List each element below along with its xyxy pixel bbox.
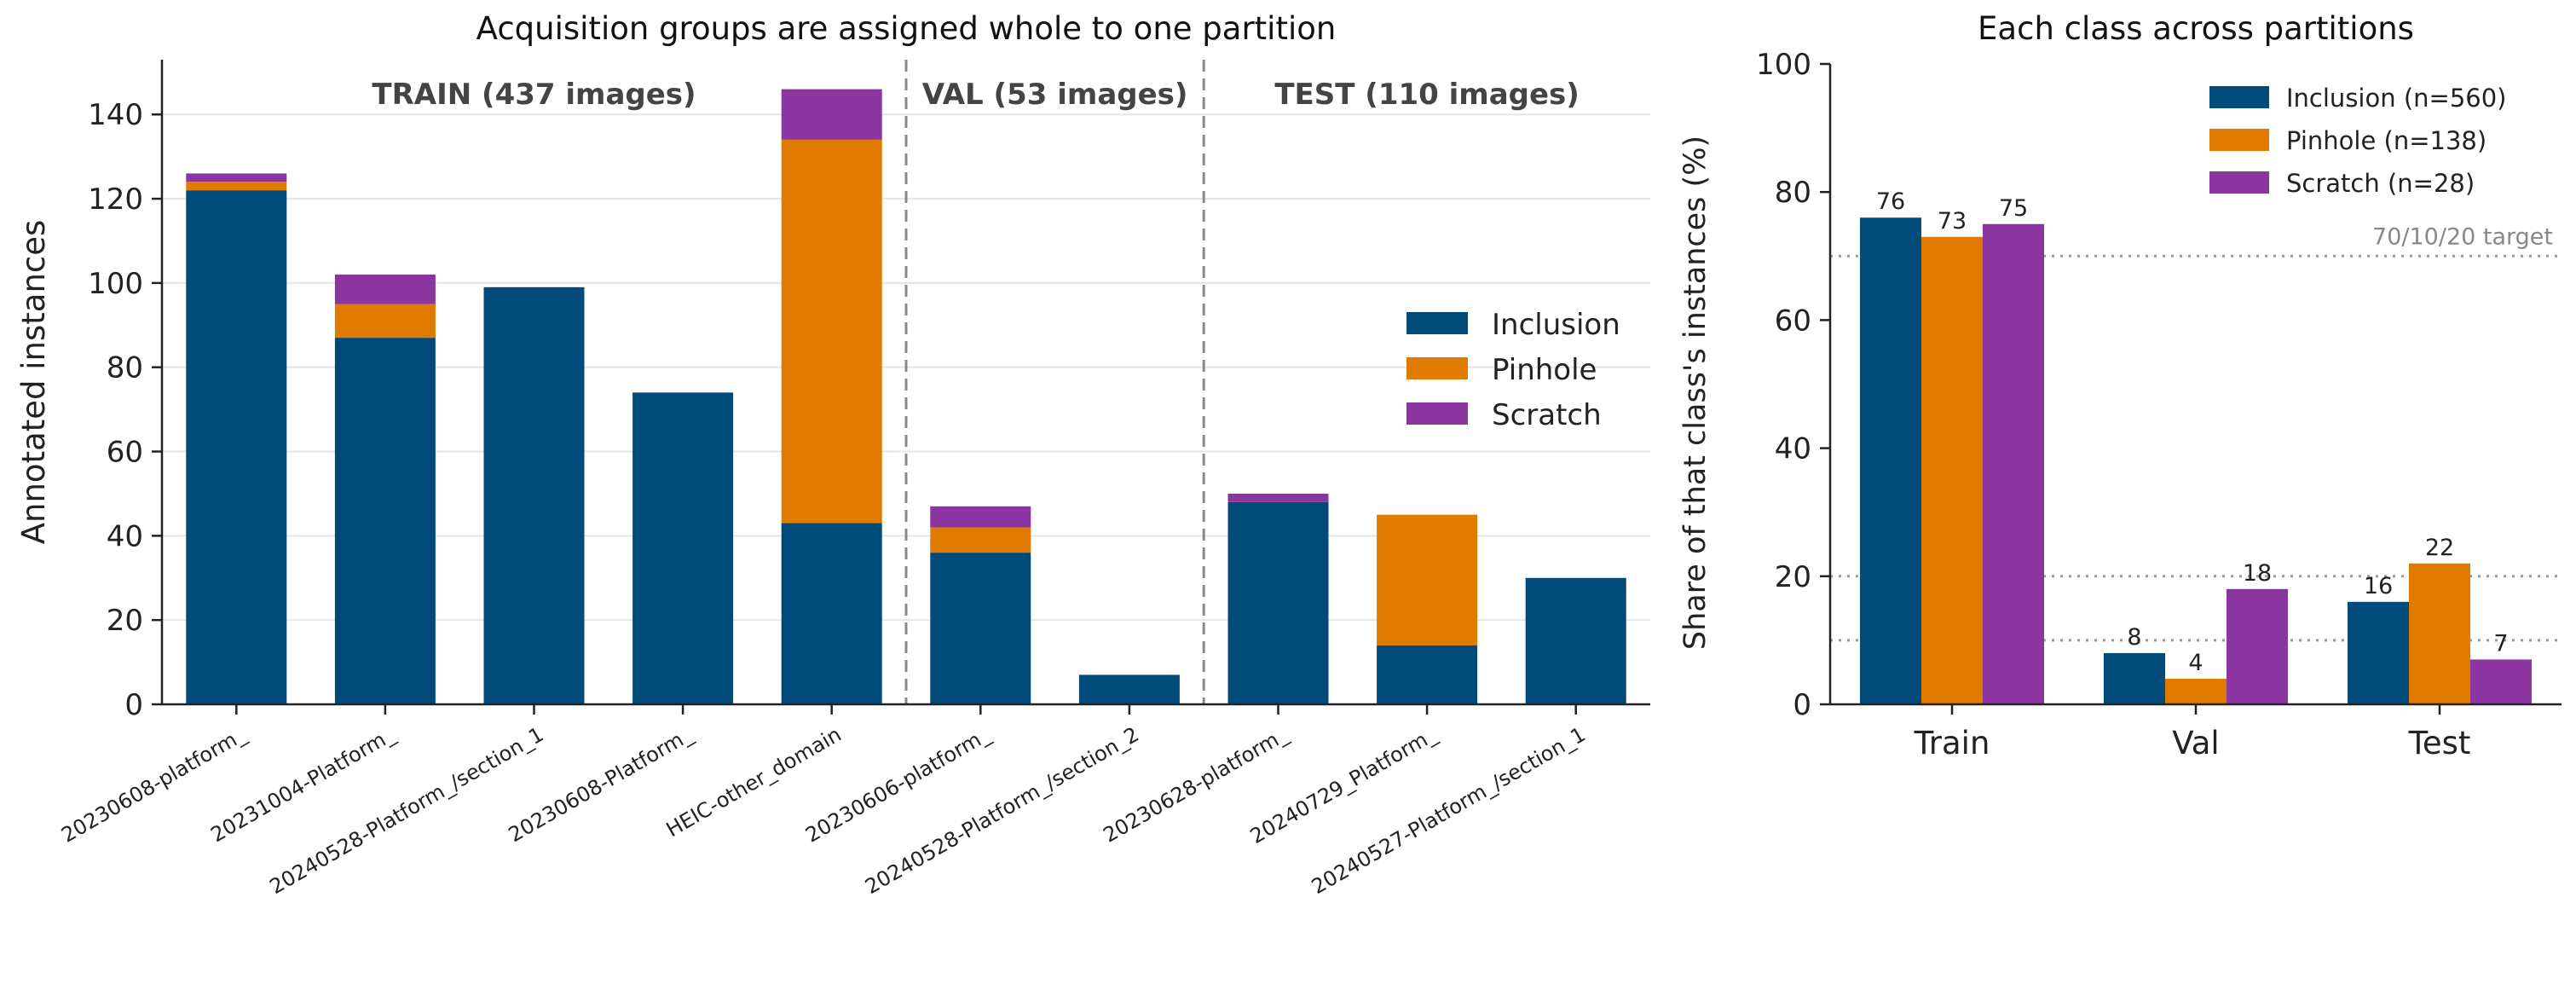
bar-value-label: 8 <box>2127 624 2141 651</box>
legend-swatch-inclusion <box>2209 86 2269 108</box>
x-tick-label: Val <box>2172 725 2219 761</box>
bar-inclusion <box>2348 601 2409 704</box>
y-tick-label: 20 <box>107 604 143 638</box>
bar-inclusion <box>1377 645 1478 704</box>
bar-scratch <box>1227 493 1329 502</box>
x-tick-label: Train <box>1914 725 1990 761</box>
y-tick-label: 120 <box>88 182 143 217</box>
y-axis-label: Share of that class's instances (%) <box>1678 136 1713 650</box>
y-tick-label: 40 <box>1775 432 1811 466</box>
bar-pinhole <box>334 304 436 339</box>
bar-pinhole <box>1377 514 1478 645</box>
bar-inclusion <box>1525 577 1626 704</box>
legend-label: Pinhole <box>1492 353 1597 387</box>
bar-inclusion <box>1078 674 1180 704</box>
bar-inclusion <box>930 553 1031 704</box>
y-tick-label: 60 <box>107 436 143 470</box>
bar-value-label: 73 <box>1938 208 1967 234</box>
partition-label: VAL (53 images) <box>922 78 1188 112</box>
bar-pinhole <box>930 527 1031 553</box>
y-tick-label: 100 <box>88 267 143 301</box>
y-tick-label: 20 <box>1775 560 1811 594</box>
bar-inclusion <box>334 338 436 704</box>
bar-value-label: 22 <box>2425 535 2454 561</box>
x-tick-label: Test <box>2408 725 2471 761</box>
legend-swatch-inclusion <box>1406 312 1468 334</box>
bar-inclusion <box>1860 217 1921 705</box>
legend-label: Scratch (n=28) <box>2286 169 2475 198</box>
bar-value-label: 16 <box>2364 573 2393 599</box>
bar-inclusion <box>2104 652 2165 704</box>
y-tick-label: 0 <box>1793 688 1811 722</box>
bar-scratch <box>1983 223 2044 704</box>
partition-label: TEST (110 images) <box>1274 78 1579 112</box>
bar-value-label: 7 <box>2493 630 2508 657</box>
bar-scratch <box>930 506 1031 528</box>
legend-swatch-pinhole <box>1406 357 1468 379</box>
y-tick-label: 0 <box>124 688 143 722</box>
bar-inclusion <box>186 190 287 705</box>
legend-swatch-scratch <box>1406 402 1468 425</box>
target-line-label: 70/10/20 target <box>2372 223 2553 250</box>
y-tick-label: 60 <box>1775 304 1811 338</box>
bar-scratch <box>781 89 882 140</box>
chart-title: Each class across partitions <box>1978 10 2414 47</box>
y-tick-label: 80 <box>107 351 143 385</box>
bar-scratch <box>186 173 287 182</box>
legend-swatch-pinhole <box>2209 129 2269 151</box>
legend-swatch-scratch <box>2209 171 2269 194</box>
chart-title: Acquisition groups are assigned whole to… <box>477 10 1337 47</box>
y-tick-label: 100 <box>1756 48 1811 82</box>
partition-label: TRAIN (437 images) <box>372 78 696 112</box>
bar-pinhole <box>2409 563 2470 704</box>
bar-pinhole <box>1921 236 1983 704</box>
legend-label: Pinhole (n=138) <box>2286 126 2486 155</box>
y-tick-label: 140 <box>88 98 143 132</box>
bar-value-label: 75 <box>1999 195 2028 222</box>
legend-label: Inclusion <box>1492 308 1620 342</box>
bar-inclusion <box>632 392 734 704</box>
bar-pinhole <box>2165 678 2227 704</box>
y-tick-label: 40 <box>107 519 143 553</box>
bar-scratch <box>334 275 436 304</box>
legend-label: Inclusion (n=560) <box>2286 84 2506 113</box>
bar-inclusion <box>781 523 882 704</box>
bar-value-label: 76 <box>1876 188 1905 215</box>
bar-value-label: 18 <box>2243 560 2272 587</box>
bar-inclusion <box>1227 501 1329 704</box>
bar-scratch <box>2470 659 2532 704</box>
y-tick-label: 80 <box>1775 176 1811 210</box>
legend-label: Scratch <box>1492 398 1602 432</box>
bar-inclusion <box>483 287 585 704</box>
bar-scratch <box>2227 588 2288 704</box>
y-axis-label: Annotated instances <box>15 220 52 545</box>
bar-pinhole <box>781 139 882 524</box>
bar-value-label: 4 <box>2188 650 2203 676</box>
bar-pinhole <box>186 182 287 191</box>
